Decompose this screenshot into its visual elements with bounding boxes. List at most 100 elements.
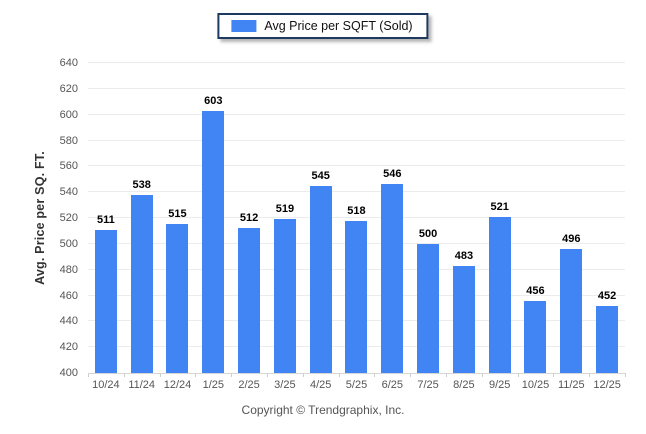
bar [381, 184, 404, 373]
bar-value-label: 511 [97, 213, 115, 226]
bar-slot: 519 [267, 63, 303, 373]
axis-tick [374, 373, 376, 377]
bar-value-label: 496 [562, 233, 581, 245]
x-tick-label: 7/25 [417, 379, 439, 391]
bar [238, 228, 261, 373]
gridline [88, 62, 625, 63]
axis-tick [123, 373, 125, 377]
y-tick-label: 600 [59, 108, 78, 121]
x-tick-label: 8/25 [453, 379, 475, 391]
bar [166, 224, 189, 373]
y-tick-label: 580 [59, 134, 78, 147]
x-tick-label: 5/25 [345, 379, 368, 391]
bar [560, 249, 583, 373]
legend: Avg Price per SQFT (Sold) [217, 13, 429, 39]
bar-value-label: 521 [490, 200, 509, 213]
bar-value-label: 515 [168, 208, 187, 221]
x-tick-label: 9/25 [488, 379, 511, 391]
axis-tick [589, 373, 591, 377]
bar-value-label: 500 [418, 227, 438, 240]
x-tick-label: 6/25 [381, 379, 404, 391]
bar-slot: 496 [553, 63, 589, 373]
axis-tick [195, 373, 197, 377]
bar [202, 110, 225, 373]
bar-slot: 521 [482, 63, 518, 373]
bar [94, 229, 117, 373]
bar-slot: 483 [446, 63, 482, 373]
axis-tick [517, 373, 519, 377]
axis-tick [446, 373, 447, 377]
bar-slot: 515 [160, 63, 196, 373]
bar-value-label: 519 [275, 203, 295, 216]
bar-slot: 456 [518, 63, 554, 373]
y-tick-label: 500 [59, 237, 78, 250]
legend-swatch [231, 20, 257, 32]
x-tick-label: 4/25 [309, 379, 332, 391]
y-tick-label: 620 [59, 82, 78, 95]
axis-tick [302, 373, 304, 377]
x-tick-label: 10/24 [92, 379, 120, 391]
plot-area: 511 538 515 603 512 519 545 518 546 500 483 521 456 4… [88, 62, 625, 374]
y-tick-label: 560 [59, 160, 78, 173]
x-tick-label: 3/25 [274, 379, 296, 391]
y-tick-label: 460 [59, 289, 78, 302]
bar-slot: 603 [195, 63, 231, 373]
legend-label: Avg Price per SQFT (Sold) [264, 19, 413, 33]
axis-tick [625, 373, 626, 377]
bar-slot: 546 [374, 63, 410, 373]
bar-slot: 545 [303, 63, 339, 373]
bar-slot: 500 [410, 63, 446, 373]
y-tick-label: 420 [59, 341, 78, 354]
gridline [88, 191, 625, 193]
bar [309, 185, 332, 373]
axis-tick [267, 373, 268, 377]
gridline [88, 217, 625, 218]
gridline [88, 87, 625, 89]
x-tick-label: 11/24 [128, 379, 156, 391]
x-tick-label: 1/25 [202, 379, 225, 391]
y-tick-label: 520 [59, 212, 78, 224]
gridline [88, 139, 625, 141]
axis-tick [231, 373, 233, 377]
gridline [88, 165, 625, 167]
bar-slot: 538 [124, 63, 160, 373]
bar [596, 305, 619, 373]
bar-value-label: 603 [204, 94, 223, 107]
y-tick-label: 640 [59, 57, 78, 69]
bar-value-label: 456 [526, 284, 545, 297]
axis-tick [338, 373, 340, 377]
x-tick-label: 2/25 [238, 379, 260, 391]
bar-value-label: 545 [311, 169, 330, 182]
x-tick-label: 10/25 [521, 379, 550, 391]
bar [273, 219, 296, 373]
bar-value-label: 546 [383, 168, 402, 181]
y-tick-label: 540 [59, 186, 78, 199]
axis-tick [553, 373, 555, 377]
x-tick-label: 12/24 [163, 379, 192, 391]
bar-value-label: 512 [239, 212, 259, 225]
bar [488, 216, 511, 373]
bar [130, 194, 153, 373]
bar [524, 300, 547, 373]
axis-tick [481, 373, 483, 377]
bar-slot: 511 [88, 63, 124, 373]
bar [417, 243, 440, 373]
bar-value-label: 483 [454, 249, 474, 262]
x-tick-label: 12/25 [593, 379, 621, 391]
bar [452, 265, 475, 373]
bar-slot: 518 [339, 63, 375, 373]
bar-slot: 512 [231, 63, 267, 373]
bar-value-label: 538 [132, 178, 151, 191]
axis-tick [410, 373, 412, 377]
y-tick-label: 400 [59, 367, 78, 379]
copyright-text: Copyright © Trendgraphix, Inc. [241, 403, 405, 417]
bar-slot: 452 [589, 63, 625, 373]
bar [345, 220, 368, 373]
axis-tick [159, 373, 161, 377]
x-tick-label: 11/25 [557, 379, 585, 391]
axis-tick [88, 373, 89, 377]
y-tick-label: 440 [59, 315, 78, 328]
bar-value-label: 452 [597, 289, 617, 302]
y-tick-label: 480 [59, 263, 78, 276]
